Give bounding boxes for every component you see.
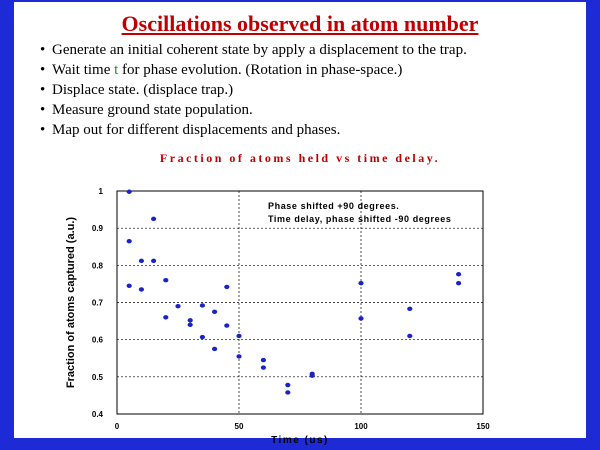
data-point bbox=[151, 216, 157, 222]
data-point bbox=[138, 258, 144, 264]
bullet-dot-icon: • bbox=[40, 102, 46, 118]
y-tick-label: 1 bbox=[99, 187, 104, 196]
data-point bbox=[236, 333, 242, 339]
data-point bbox=[260, 365, 266, 370]
data-point bbox=[236, 354, 242, 359]
annotation-phase-minus: Time delay, phase shifted -90 degrees bbox=[268, 214, 451, 224]
data-point bbox=[285, 382, 291, 388]
data-point bbox=[175, 304, 181, 309]
x-tick-label: 100 bbox=[354, 422, 368, 431]
data-point bbox=[138, 287, 144, 292]
bullet-dot-icon: • bbox=[40, 62, 46, 78]
data-point bbox=[212, 346, 218, 352]
grid-lines bbox=[117, 191, 483, 414]
x-tick-label: 150 bbox=[476, 422, 490, 431]
axis-ticks: 0.4 0.5 0.6 0.7 0.8 0.9 1 0 50 100 150 bbox=[92, 187, 490, 431]
bullet-text-rest: for phase evolution. (Rotation in phase-… bbox=[118, 62, 403, 78]
bullet-text: Displace state. (displace trap.) bbox=[52, 82, 234, 98]
y-tick-label: 0.5 bbox=[92, 373, 104, 382]
bullet-item: • Displace state. (displace trap.) bbox=[40, 80, 580, 100]
data-point bbox=[126, 238, 132, 244]
bullet-text: Wait time bbox=[52, 62, 115, 78]
y-tick-label: 0.9 bbox=[92, 224, 104, 233]
data-point bbox=[224, 284, 230, 290]
data-point bbox=[187, 322, 193, 327]
data-point bbox=[126, 189, 132, 194]
data-point bbox=[358, 280, 364, 286]
data-point bbox=[199, 334, 205, 340]
bullet-item: • Generate an initial coherent state by a… bbox=[40, 40, 580, 60]
data-point bbox=[187, 318, 193, 323]
y-tick-label: 0.6 bbox=[92, 336, 104, 345]
x-tick-label: 50 bbox=[235, 422, 244, 431]
data-point bbox=[163, 278, 169, 283]
data-point bbox=[407, 333, 413, 339]
data-point bbox=[407, 306, 413, 312]
bullet-text: Map out for different displacements and … bbox=[52, 122, 341, 138]
annotation-phase-plus: Phase shifted +90 degrees. bbox=[268, 201, 399, 211]
data-points bbox=[126, 189, 462, 395]
data-point bbox=[151, 258, 157, 264]
data-point bbox=[358, 316, 364, 321]
data-point bbox=[260, 357, 266, 363]
y-axis-label: Fraction of atoms captured (a.u.) bbox=[65, 217, 77, 388]
data-point bbox=[126, 283, 132, 288]
y-tick-label: 0.4 bbox=[92, 410, 104, 419]
chart-title: Fraction of atoms held vs time delay. bbox=[159, 151, 441, 165]
time-variable: t bbox=[114, 62, 119, 78]
data-point bbox=[456, 280, 462, 286]
bullet-item: • Map out for different displacements and… bbox=[40, 120, 580, 140]
bullet-dot-icon: • bbox=[40, 82, 46, 98]
data-point bbox=[285, 390, 291, 395]
y-tick-label: 0.8 bbox=[92, 261, 104, 270]
slide-title: Oscillations observed in atom number bbox=[121, 11, 479, 36]
x-axis-label: Time (us) bbox=[271, 435, 329, 446]
bullet-text: Measure ground state population. bbox=[52, 102, 253, 118]
data-point bbox=[163, 315, 169, 320]
y-tick-label: 0.7 bbox=[92, 299, 104, 308]
plot-frame bbox=[116, 190, 484, 415]
bullet-dot-icon: • bbox=[40, 122, 46, 138]
bullet-text: Generate an initial coherent state by ap… bbox=[52, 42, 467, 58]
bullet-item: • Measure ground state population. bbox=[40, 100, 580, 120]
data-point bbox=[309, 373, 315, 378]
x-tick-label: 0 bbox=[115, 422, 120, 431]
bullet-list: • Generate an initial coherent state by a… bbox=[40, 40, 580, 140]
bullet-item: • Wait time t for phase evolution. (Rotat… bbox=[40, 60, 580, 80]
data-point bbox=[199, 303, 205, 308]
bullet-dot-icon: • bbox=[40, 42, 46, 58]
data-point bbox=[224, 323, 230, 328]
data-point bbox=[456, 272, 462, 277]
data-point bbox=[212, 309, 218, 314]
